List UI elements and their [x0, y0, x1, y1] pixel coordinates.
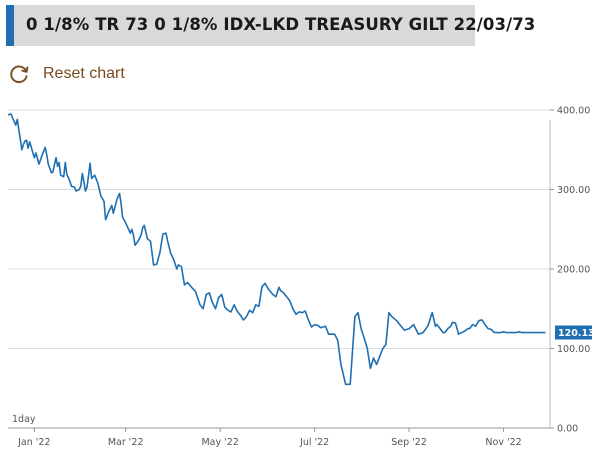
last-value-badge	[555, 325, 592, 340]
last-value-label: 120.13	[555, 325, 595, 340]
y-tick-label: 200.00	[557, 265, 590, 276]
x-tick-label: Nov '22	[485, 437, 521, 448]
last-value-text: 120.13	[558, 328, 595, 339]
x-tick-label: Jul '22	[299, 437, 329, 448]
x-tick-label: Mar '22	[108, 437, 144, 448]
y-tick-label: 400.00	[557, 106, 590, 117]
x-tick-label: Jan '22	[17, 437, 50, 448]
x-axis-ticks: Jan '22 Mar '22 May '22 Jul '22 Sep '22 Nov '…	[17, 428, 522, 448]
title-accent-bar	[6, 5, 14, 46]
refresh-icon	[8, 63, 30, 85]
reset-chart-label: Reset chart	[43, 65, 125, 82]
grid-lines	[8, 109, 550, 349]
x-tick-label: May '22	[201, 437, 238, 448]
page-title: 0 1/8% TR 73 0 1/8% IDX-LKD TREASURY GIL…	[26, 15, 536, 34]
price-series-line	[7, 113, 546, 386]
x-tick-label: Sep '22	[391, 437, 427, 448]
y-tick-label: 300.00	[557, 185, 590, 196]
reset-chart-button[interactable]: Reset chart	[8, 62, 125, 86]
y-axis-ticks: 0.00 100.00 200.00 300.00 400.00	[550, 106, 590, 435]
y-tick-label: 100.00	[557, 344, 590, 355]
title-bar: 0 1/8% TR 73 0 1/8% IDX-LKD TREASURY GIL…	[6, 5, 535, 46]
y-tick-label: 0.00	[557, 424, 578, 435]
interval-label: 1day	[12, 414, 36, 425]
